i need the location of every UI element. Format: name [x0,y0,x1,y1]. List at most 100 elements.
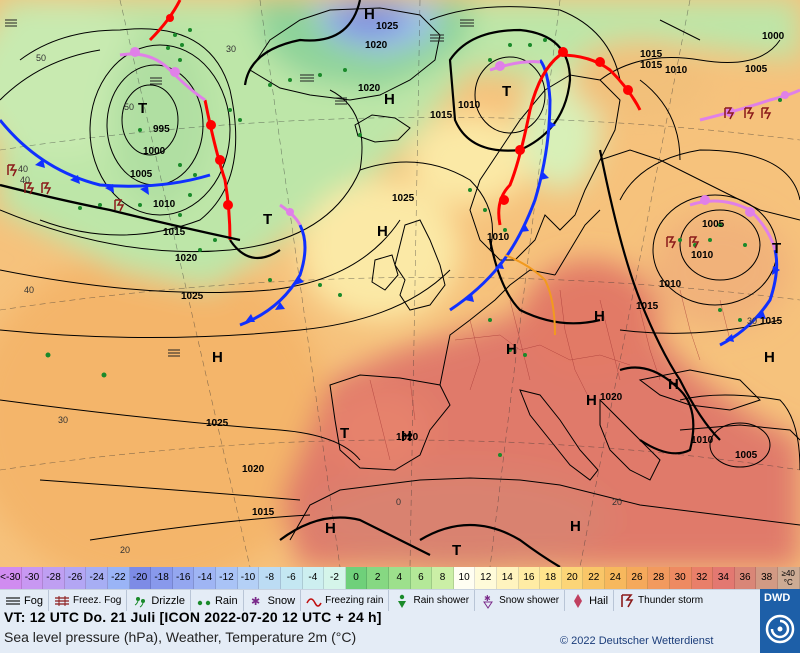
isobar-label: 1005 [735,450,758,461]
scale-cell: -12 [216,567,238,589]
scale-cell: 4 [388,567,411,589]
isobar-label: 1015 [636,301,659,312]
scale-cell: 18 [540,567,562,589]
scale-cell: <-30 [0,567,22,589]
scale-cell: 12 [475,567,498,589]
country-borders [369,289,731,461]
low-label: T [772,240,781,257]
scale-cell: 0 [345,567,368,589]
rain-shower-icon [394,593,410,609]
scale-cell-unit: °C [783,578,793,587]
legend-hail: Hail [565,590,615,612]
scale-cell: 20 [561,567,584,589]
copyright: © 2022 Deutscher Wetterdienst [560,635,714,647]
freezing-fog-icon [54,593,70,609]
map-description: Sea level pressure (hPa), Weather, Tempe… [4,629,357,645]
convergence-line [504,254,556,336]
occluded-front [489,60,541,72]
dwd-spiral-icon [765,614,795,644]
coastlines [249,7,800,541]
isobar-label: 1020 [358,83,381,94]
temp-label: 20 [120,545,130,555]
isobar-label: 1020 [175,253,198,264]
scale-cell: 24 [605,567,627,589]
snow-shower-icon: ✱ [480,593,496,609]
isobar-label: 1015 [760,316,783,327]
scale-cell-label: ≥40 [781,569,795,578]
freezing-rain-icon [306,593,322,609]
scale-cell: 6 [410,567,433,589]
isobar-label: 1015 [252,507,275,518]
isobar-labels: 1025 1020 1020 1010 1015 1015 1010 1005 … [130,21,785,518]
cold-front [239,224,307,327]
isobar-label: 1020 [396,432,419,443]
valid-time: VT: 12 UTC Do. 21 Juli [ICON 2022-07-20 … [4,609,382,625]
weather-map: 1025 1020 1020 1010 1015 1015 1010 1005 … [0,0,800,567]
legend-rain: Rain [191,590,244,612]
thunderstorm-symbols [7,107,772,249]
scale-cell: -14 [194,567,217,589]
info-bar: VT: 12 UTC Do. 21 Juli [ICON 2022-07-20 … [0,609,760,653]
fog-icon [5,593,21,609]
legend-snow-shower: ✱ Snow shower [475,590,566,612]
scale-cell: -26 [64,567,87,589]
isobar-label: 1025 [392,193,415,204]
scale-cell: ≥40 °C [777,567,800,589]
low-label: T [452,542,461,559]
scale-cell: -4 [302,567,325,589]
scale-cell: -2 [324,567,346,589]
legend-freezing-rain: Freezing rain [301,590,390,612]
svg-text:✱: ✱ [484,594,491,603]
scale-cell: 30 [669,567,692,589]
scale-cell: 14 [497,567,519,589]
legend-rain-shower: Rain shower [389,590,476,612]
fog-symbols [5,19,474,357]
scale-cell: 36 [734,567,757,589]
low-label: T [340,425,349,442]
cold-front [719,249,779,347]
isobar-label: 1015 [640,60,663,71]
high-label: H [401,428,412,445]
scale-cell: 34 [713,567,735,589]
temp-label: 50 [124,102,134,112]
high-label: H [325,520,336,537]
temp-label: 50 [36,53,46,63]
isobar-label: 1010 [458,100,481,111]
isobar-label: 1025 [181,291,204,302]
isobar-label: 1015 [163,227,186,238]
legend-drizzle: Drizzle [127,590,191,612]
occluded-front [699,88,800,122]
isobar-label: 1010 [487,232,510,243]
legend-freez-fog: Freez. Fog [49,590,128,612]
scale-cell: 16 [518,567,541,589]
isobar-label: 1010 [691,435,714,446]
scale-cell: -18 [151,567,173,589]
temp-label: 40 [24,285,34,295]
low-label: T [502,83,511,100]
high-label: H [506,341,517,358]
isobar-label: 1005 [130,169,153,180]
scale-cell: -8 [259,567,281,589]
isobar-label: 1025 [376,21,399,32]
isobar-label: 1020 [242,464,265,475]
front-symbols [35,14,789,342]
scale-cell: -28 [43,567,65,589]
isobar-label: 1015 [640,49,663,60]
weather-legend: Fog Freez. Fog Drizzle Rain ✱ Snow Freez… [0,589,760,612]
fronts [0,0,800,347]
isobar-label: 1015 [430,110,453,121]
legend-thunderstorm: Thunder storm [614,590,708,612]
legend-snow: ✱ Snow [244,590,302,612]
isobar-label: 995 [153,124,170,135]
cold-front [449,59,552,312]
temperature-scale: <-30 -30 -28 -26 -24 -22 -20 -18 -16 -14 -12 -10 -8-… [0,567,800,589]
isobars [0,0,800,567]
high-label: H [570,518,581,535]
temp-label: 30 [226,44,236,54]
scale-cell: 8 [432,567,454,589]
high-label: H [668,376,679,393]
snow-icon: ✱ [249,593,265,609]
temperature-labels: 40 30 20 40 30 50 50 20 0 40 30 [18,44,757,555]
high-label: H [384,91,395,108]
scale-cell: -10 [237,567,260,589]
